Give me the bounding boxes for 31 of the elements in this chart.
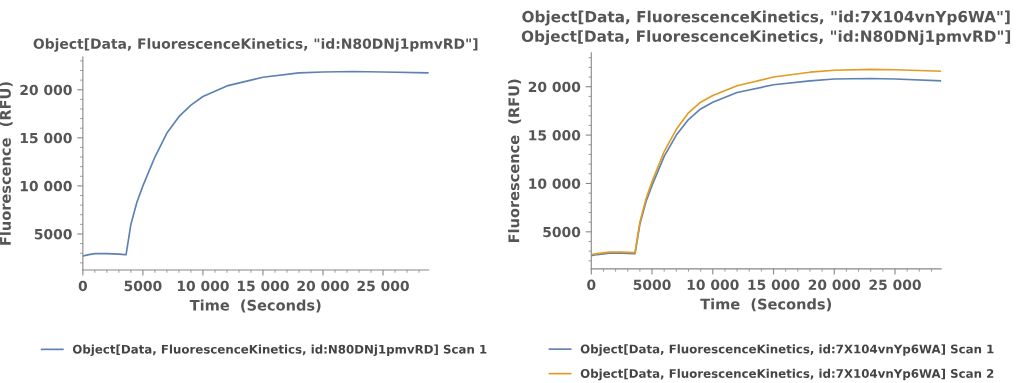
x-tick-label: 10 000 bbox=[177, 280, 229, 292]
chart-title: Object[Data, FluorescenceKinetics, "id:7X104vnYp6WA"] bbox=[522, 10, 1010, 26]
y-tick-label: 10 000 bbox=[529, 178, 581, 189]
x-tick-label: 20 000 bbox=[808, 279, 861, 291]
x-axis-title: Time (Seconds) bbox=[189, 299, 321, 313]
x-tick-label: 5000 bbox=[124, 280, 162, 292]
x-tick-label: 10 000 bbox=[687, 279, 739, 291]
line-series bbox=[82, 70, 429, 257]
y-tick-label: 15 000 bbox=[20, 132, 72, 144]
x-tick-label: 15 000 bbox=[748, 279, 800, 291]
x-tick-label: 5000 bbox=[633, 279, 671, 291]
x-tick-label: 0 bbox=[587, 279, 596, 291]
x-tick-label: 25 000 bbox=[869, 279, 921, 291]
chart-subtitle: Object[Data, FluorescenceKinetics, "id:N80DNj1pmvRD"] bbox=[521, 30, 1011, 46]
y-tick-label: 15 000 bbox=[529, 130, 581, 141]
y-axis-title: Fluorescence (RFU) bbox=[0, 82, 13, 245]
chart-title: Object[Data, FluorescenceKinetics, "id:N80DNj1pmvRD"] bbox=[33, 38, 478, 52]
x-axis-title: Time (Seconds) bbox=[700, 298, 832, 312]
y-tick-label: 10 000 bbox=[20, 180, 72, 192]
legend-label: Object[Data, FluorescenceKinetics, id:7X104vnYp6WA] Scan 1 bbox=[580, 344, 994, 356]
x-tick-label: 15 000 bbox=[237, 280, 289, 292]
y-tick-label: 5000 bbox=[34, 228, 72, 240]
x-tick-label: 20 000 bbox=[297, 280, 349, 292]
x-tick-label: 25 000 bbox=[357, 280, 409, 292]
legend-label: Object[Data, FluorescenceKinetics, id:7X104vnYp6WA] Scan 2 bbox=[580, 368, 994, 381]
y-axis-title: Fluorescence (RFU) bbox=[508, 79, 522, 243]
x-tick-label: 0 bbox=[78, 280, 88, 292]
y-tick-label: 5000 bbox=[543, 226, 581, 238]
y-tick-label: 20 000 bbox=[528, 81, 581, 93]
y-tick-label: 20 000 bbox=[20, 84, 72, 96]
legend-label: Object[Data, FluorescenceKinetics, id:N80DNj1pmvRD] Scan 1 bbox=[72, 344, 487, 357]
